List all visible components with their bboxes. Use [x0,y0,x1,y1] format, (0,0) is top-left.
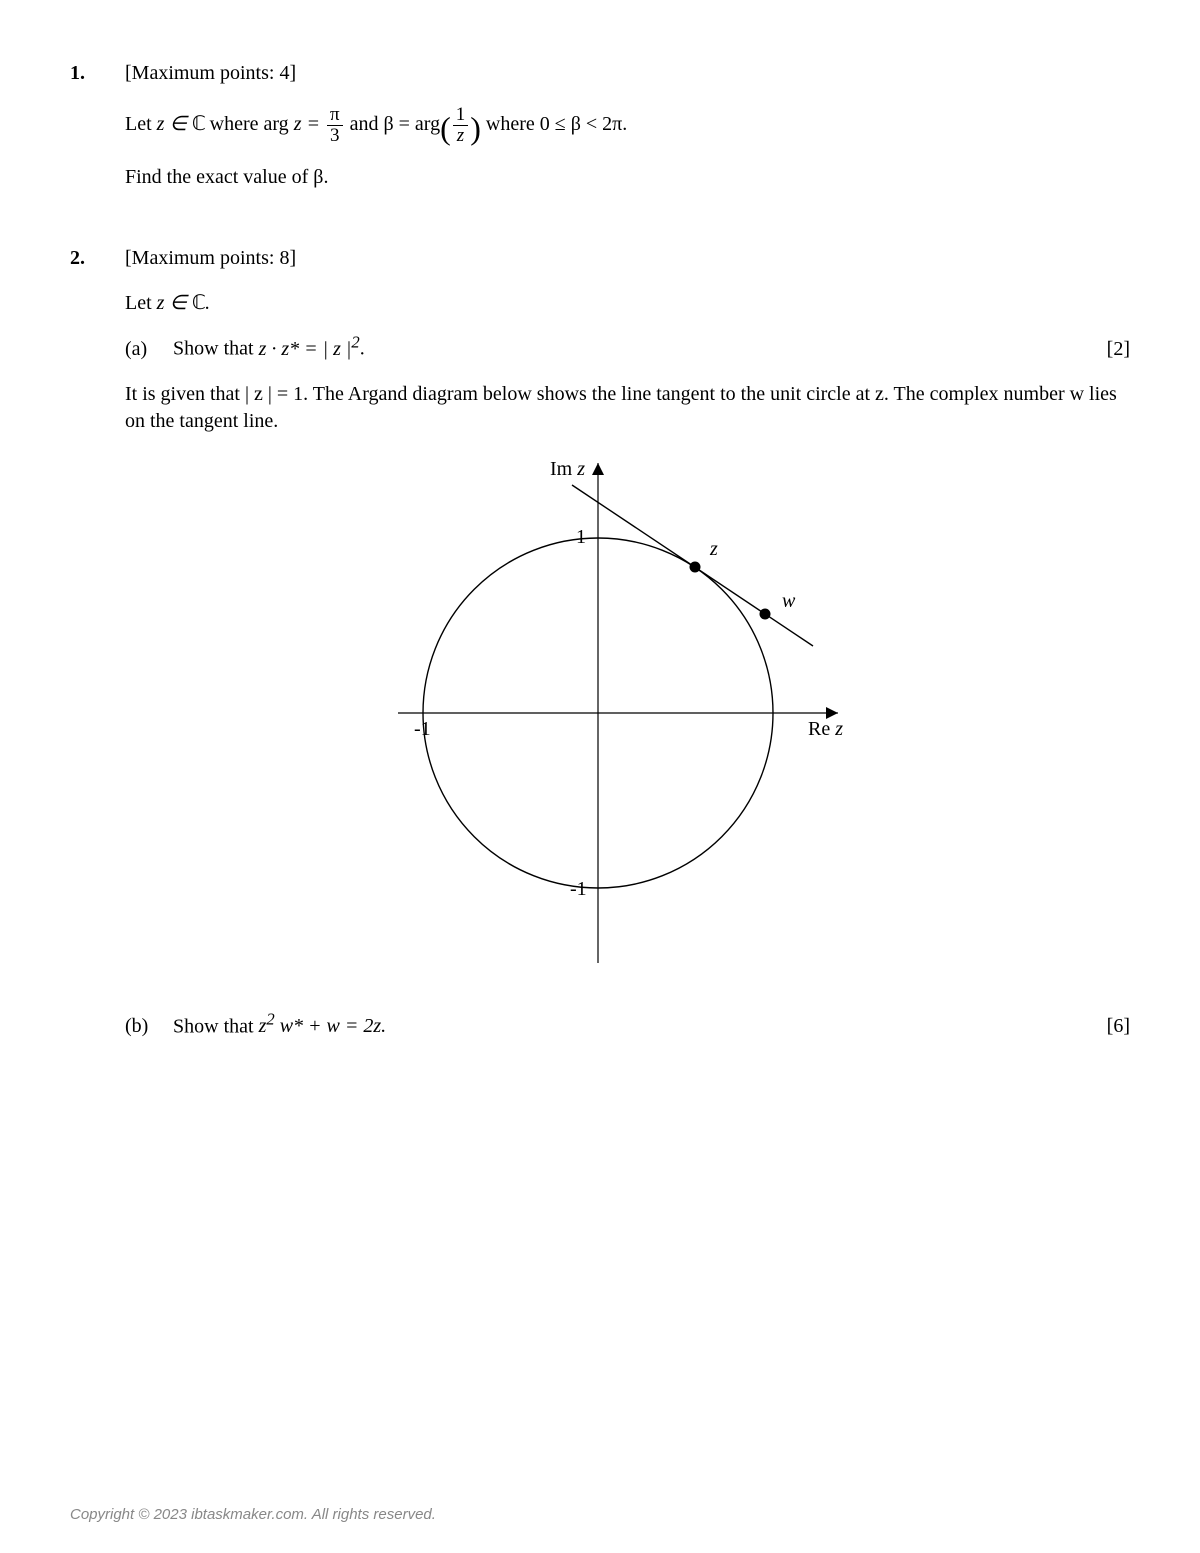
text: . [360,338,365,360]
sup: 2 [266,1010,274,1029]
question-stem-line-2: Find the exact value of β. [125,164,1130,191]
subpart-marks: [6] [1090,1013,1130,1040]
svg-text:1: 1 [576,526,586,548]
denominator: 3 [327,126,343,146]
subpart-a: (a) Show that z · z* = | z |2. [2] [125,331,1130,363]
text: Let [125,113,157,135]
numerator: π [327,105,343,126]
sup: 2 [351,332,359,351]
subpart-text: Show that z2 w* + w = 2z. [173,1009,1090,1041]
max-points: [Maximum points: 8] [125,245,1130,272]
numerator: 1 [453,105,469,126]
text: Let [125,292,157,314]
subpart-text: Show that z · z* = | z |2. [173,331,1090,363]
subpart-b: (b) Show that z2 w* + w = 2z. [6] [125,1009,1130,1041]
subpart-marks: [2] [1090,336,1130,363]
svg-text:Im z: Im z [550,458,585,480]
math: z2 w* + w = 2z. [259,1015,387,1037]
copyright-footer: Copyright © 2023 ibtaskmaker.com. All ri… [70,1505,436,1525]
subpart-label: (a) [125,336,173,363]
blackboard-c: ℂ [192,113,205,135]
text: Show that [173,338,259,360]
max-points: [Maximum points: 4] [125,60,1130,87]
text: where arg [205,113,289,135]
svg-text:-1: -1 [570,878,587,900]
given-text: It is given that | z | = 1. The Argand d… [125,381,1130,435]
text: and β = arg [345,113,441,135]
blackboard-c: ℂ [192,292,205,314]
close-paren: ) [470,110,481,146]
question-stem-line-1: Let z ∈ ℂ where arg z = π3 and β = arg(1… [125,105,1130,150]
question-body: [Maximum points: 8] Let z ∈ ℂ. (a) Show … [125,245,1130,1054]
text: Show that [173,1015,259,1037]
question-number: 2. [70,245,125,1054]
denominator: z [453,126,469,146]
argand-diagram: Im z Re z 1 -1 -1 z w [125,453,1130,981]
question-stem-line-1: Let z ∈ ℂ. [125,290,1130,317]
svg-text:w: w [782,590,796,612]
diagram-svg: Im z Re z 1 -1 -1 z w [398,453,858,973]
question-body: [Maximum points: 4] Let z ∈ ℂ where arg … [125,60,1130,205]
text: where 0 ≤ β < 2π. [481,113,627,135]
text: . [205,292,210,314]
argz: z = [289,113,325,135]
question-1: 1. [Maximum points: 4] Let z ∈ ℂ where a… [70,60,1130,205]
svg-text:z: z [709,538,718,560]
math: z · z* = | z |2 [259,338,360,360]
rest: w* + w = 2z. [275,1015,386,1037]
question-number: 1. [70,60,125,205]
given: It is given that | z | = 1. The Argand d… [125,383,1117,432]
open-paren: ( [440,110,451,146]
svg-text:Re z: Re z [808,718,843,740]
svg-text:-1: -1 [414,718,431,740]
fraction-pi-3: π3 [327,105,343,146]
z-in-c: z ∈ [157,113,192,135]
z-in-c: z ∈ [157,292,192,314]
subpart-label: (b) [125,1013,173,1040]
question-2: 2. [Maximum points: 8] Let z ∈ ℂ. (a) Sh… [70,245,1130,1054]
expr: z · z* = | z | [259,338,352,360]
fraction-1-z: 1z [453,105,469,146]
